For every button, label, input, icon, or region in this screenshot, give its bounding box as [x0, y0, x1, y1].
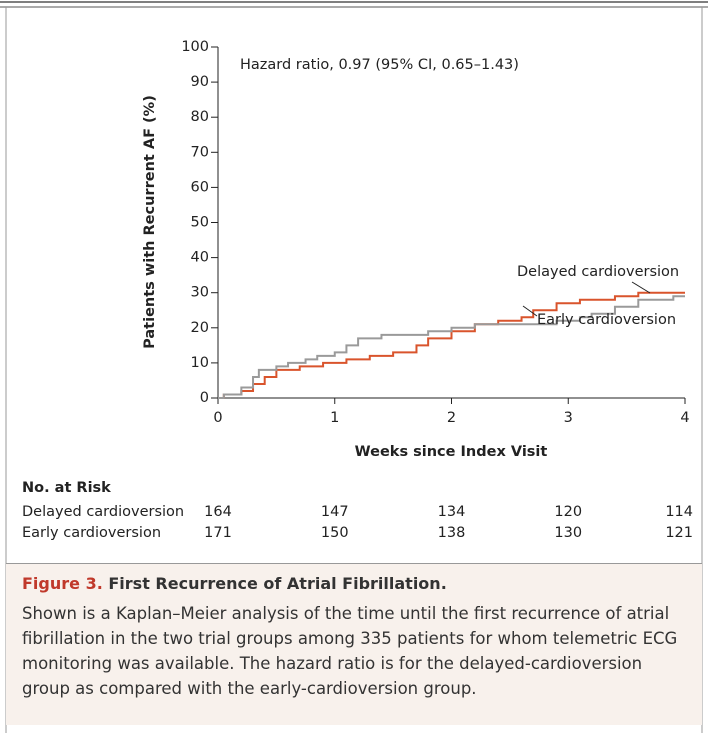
risk-value: 130	[554, 525, 582, 541]
leader-line	[631, 281, 651, 294]
x-axis-label: Weeks since Index Visit	[355, 444, 548, 460]
y-tick-label: 0	[200, 390, 209, 406]
y-tick-label: 70	[191, 144, 209, 160]
y-tick-label: 50	[191, 215, 209, 231]
y-tick-label: 20	[191, 320, 209, 336]
y-tick-label: 10	[191, 355, 209, 371]
y-tick-label: 40	[191, 250, 209, 266]
risk-title: No. at Risk	[22, 480, 111, 496]
risk-value: 120	[554, 504, 582, 520]
caption-heading: First Recurrence of Atrial Fibrillation.	[108, 574, 447, 593]
caption-body: Shown is a Kaplan–Meier analysis of the …	[22, 604, 678, 698]
x-tick-label: 1	[330, 410, 339, 426]
caption-label: Figure 3.	[22, 574, 103, 593]
risk-value: 150	[321, 525, 349, 541]
caption: Figure 3. First Recurrence of Atrial Fib…	[6, 563, 702, 725]
risk-value: 147	[321, 504, 349, 520]
risk-value: 164	[204, 504, 232, 520]
x-tick-label: 4	[680, 410, 689, 426]
x-tick-label: 0	[213, 410, 222, 426]
risk-row-name: Delayed cardioversion	[22, 504, 184, 520]
caption-title: Figure 3. First Recurrence of Atrial Fib…	[22, 574, 686, 593]
y-tick-label: 30	[191, 285, 209, 301]
y-tick-label: 100	[181, 39, 209, 55]
risk-row-name: Early cardioversion	[22, 525, 161, 541]
x-tick-label: 2	[447, 410, 456, 426]
risk-value: 121	[665, 525, 693, 541]
x-tick-label: 3	[564, 410, 573, 426]
series-line	[218, 295, 685, 399]
risk-value: 134	[438, 504, 466, 520]
series-line	[218, 291, 685, 399]
risk-value: 138	[438, 525, 466, 541]
y-tick-label: 80	[191, 109, 209, 125]
series-label: Delayed cardioversion	[517, 264, 679, 280]
leader-line	[522, 305, 538, 317]
series-label: Early cardioversion	[537, 312, 676, 328]
y-tick-label: 90	[191, 74, 209, 90]
risk-value: 114	[665, 504, 693, 520]
y-axis-label: Patients with Recurrent AF (%)	[142, 95, 158, 349]
annotation: Hazard ratio, 0.97 (95% CI, 0.65–1.43)	[240, 57, 519, 73]
risk-value: 171	[204, 525, 232, 541]
y-tick-label: 60	[191, 179, 209, 195]
